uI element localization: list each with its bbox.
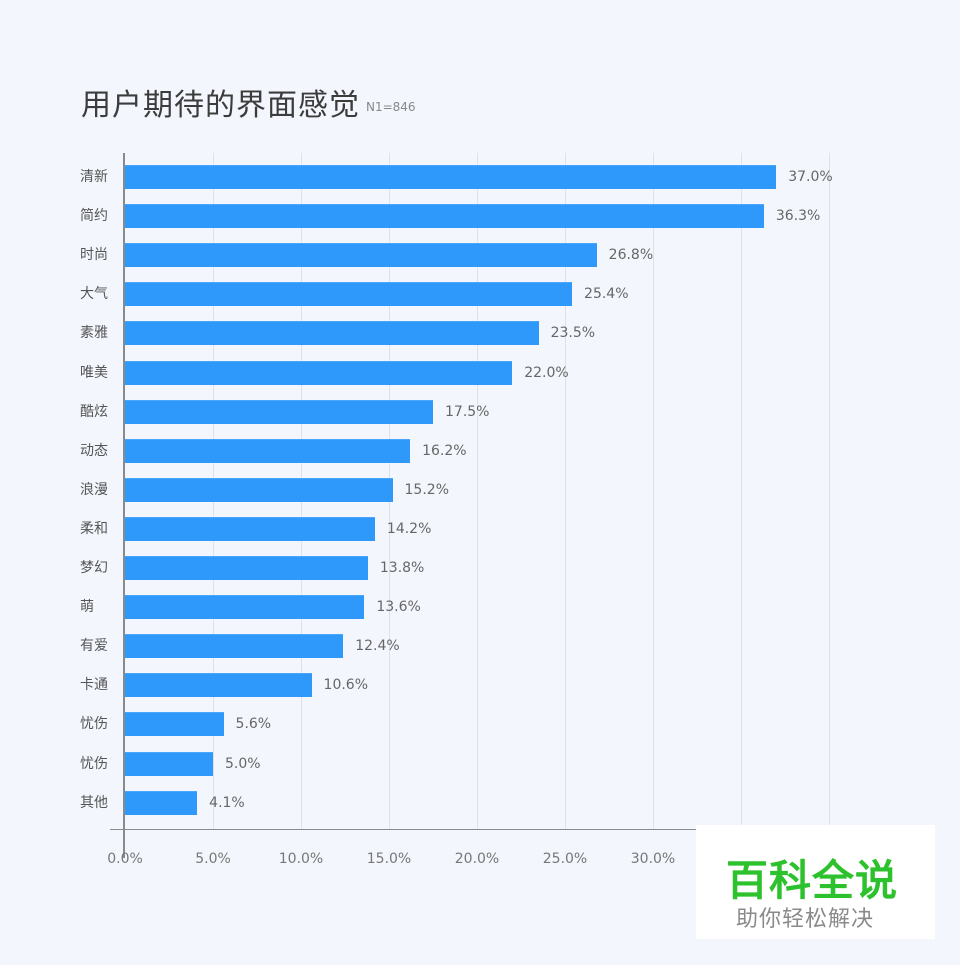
category-label: 浪漫: [80, 481, 108, 498]
value-label: 23.5%: [550, 325, 596, 342]
value-label: 22.0%: [524, 364, 569, 381]
data-bar: [125, 282, 573, 307]
value-label: 14.2%: [386, 520, 432, 537]
value-label: 4.1%: [209, 794, 245, 811]
category-label: 梦幻: [80, 560, 108, 576]
value-label: 10.6%: [323, 677, 369, 694]
x-tick-label: 10.0%: [278, 851, 324, 867]
data-bar: [125, 243, 597, 268]
gridline: [741, 153, 742, 830]
value-label: 25.4%: [584, 286, 629, 303]
data-bar: [125, 751, 213, 776]
data-bar: [125, 634, 344, 659]
data-bar: [125, 360, 513, 385]
y-axis-line: [123, 153, 125, 858]
value-label: 5.0%: [225, 755, 261, 772]
gridline: [653, 153, 654, 830]
data-bar: [125, 790, 198, 815]
data-bar: [125, 399, 433, 424]
category-label: 唯美: [80, 364, 108, 381]
sample-size-label: N1=846: [366, 100, 416, 114]
value-label: 5.6%: [235, 716, 272, 733]
category-label: 其他: [80, 794, 108, 811]
x-tick-label: 30.0%: [630, 851, 676, 867]
category-label: 柔和: [80, 520, 108, 537]
category-label: 萌: [80, 599, 94, 616]
watermark: 百科全说 助你轻松解决: [696, 825, 935, 939]
value-label: 36.3%: [775, 208, 821, 225]
chart-title: 用户期待的界面感觉: [81, 88, 360, 123]
category-label: 清新: [80, 169, 108, 185]
data-bar: [125, 165, 777, 189]
category-label: 卡通: [80, 677, 108, 694]
x-tick-label: 25.0%: [542, 851, 588, 867]
data-bar: [125, 477, 393, 502]
value-label: 13.6%: [376, 599, 421, 616]
value-label: 37.0%: [788, 169, 833, 185]
category-label: 简约: [80, 208, 108, 225]
category-label: 有爱: [80, 638, 108, 655]
data-bar: [125, 516, 375, 541]
value-label: 12.4%: [355, 638, 400, 655]
category-label: 大气: [80, 286, 108, 303]
category-label: 忧伤: [80, 755, 108, 772]
gridline: [565, 153, 566, 830]
value-label: 15.2%: [404, 481, 449, 498]
category-label: 动态: [80, 442, 108, 459]
watermark-slogan: 助你轻松解决: [736, 907, 875, 932]
data-bar: [125, 556, 368, 580]
category-label: 时尚: [80, 247, 108, 264]
watermark-brand: 百科全说: [726, 856, 899, 905]
category-label: 忧伤: [80, 716, 108, 733]
data-bar: [125, 438, 411, 463]
data-bar: [125, 595, 365, 620]
x-tick-label: 0.0%: [107, 851, 143, 867]
x-axis-line: [110, 829, 830, 830]
x-tick-label: 20.0%: [454, 851, 500, 867]
data-bar: [125, 673, 312, 698]
x-tick-label: 15.0%: [366, 851, 412, 867]
value-label: 16.2%: [422, 442, 467, 459]
gridline: [477, 153, 478, 830]
data-bar: [125, 712, 224, 737]
category-label: 素雅: [80, 325, 108, 342]
x-tick-label: 5.0%: [195, 851, 231, 867]
value-label: 17.5%: [445, 403, 490, 420]
value-label: 26.8%: [608, 247, 654, 264]
data-bar: [125, 321, 539, 346]
value-label: 13.8%: [379, 560, 425, 576]
category-label: 酷炫: [80, 403, 108, 420]
gridline: [829, 153, 830, 830]
data-bar: [125, 204, 764, 229]
